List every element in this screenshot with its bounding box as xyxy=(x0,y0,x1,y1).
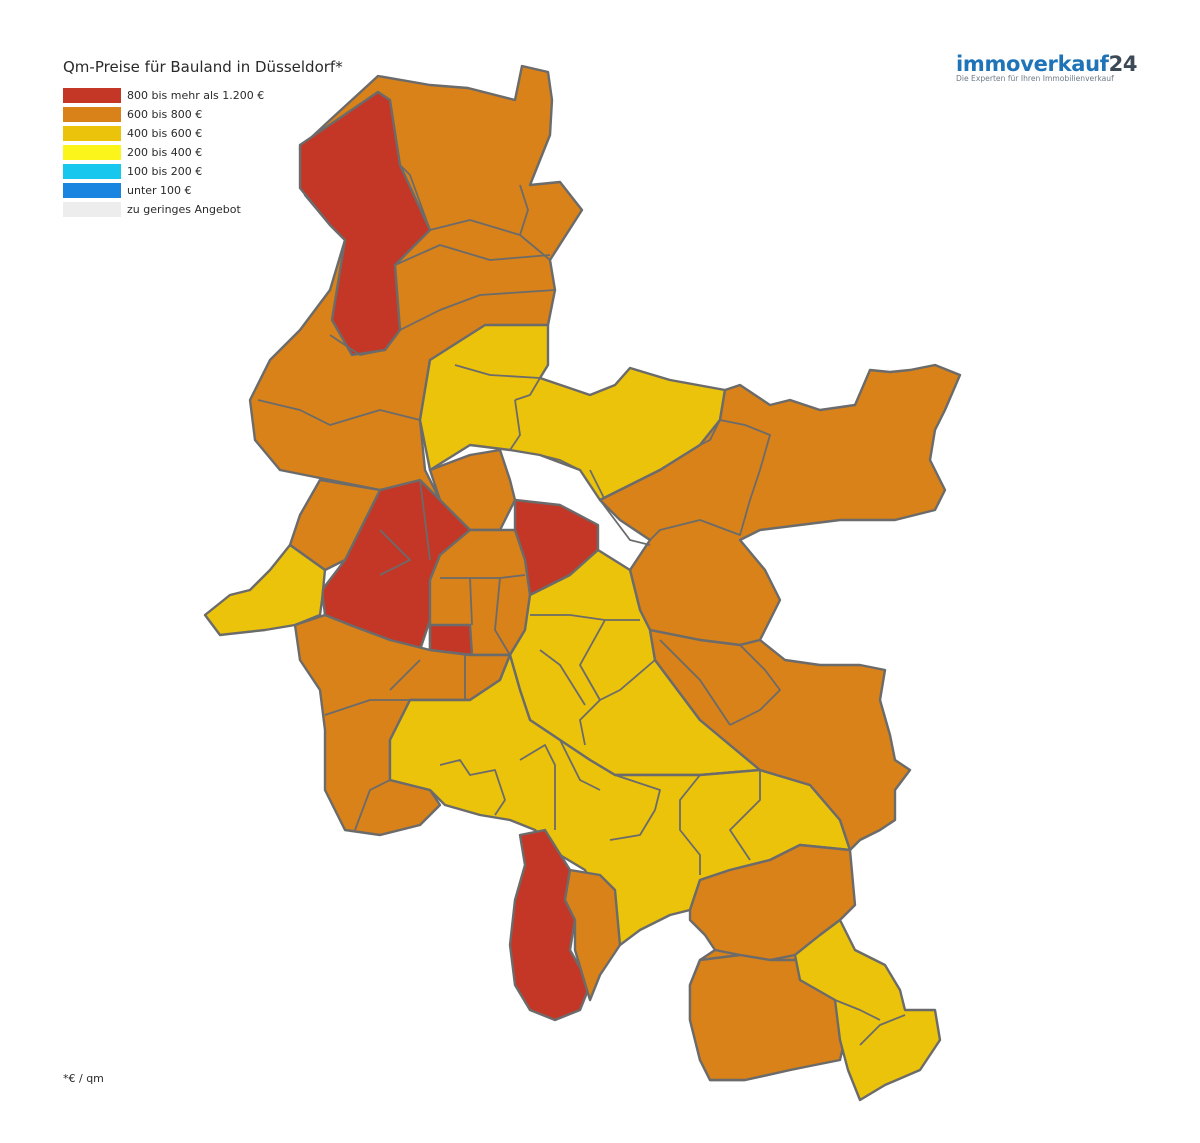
legend-label: 800 bis mehr als 1.200 € xyxy=(127,89,265,102)
map-region-south-orange-1 xyxy=(563,868,622,1002)
legend-swatch xyxy=(63,126,121,141)
legend-swatch xyxy=(63,183,121,198)
logo-number: 24 xyxy=(1108,52,1138,76)
legend-label: unter 100 € xyxy=(127,184,192,197)
legend-label: 400 bis 600 € xyxy=(127,127,203,140)
map-title: Qm-Preise für Bauland in Düsseldorf* xyxy=(63,58,343,76)
map-border-east-central xyxy=(530,614,656,746)
map-border-east-lower xyxy=(659,639,781,726)
legend-item: 100 bis 200 € xyxy=(63,162,264,181)
legend-item: 800 bis mehr als 1.200 € xyxy=(63,86,264,105)
legend-label: 100 bis 200 € xyxy=(127,165,203,178)
legend: 800 bis mehr als 1.200 € 600 bis 800 € 4… xyxy=(63,86,264,219)
map-region-far-south-east-yellow xyxy=(793,918,942,1102)
logo-word: immoverkauf xyxy=(956,52,1109,76)
map-region-south-east-orange-2 xyxy=(688,953,850,1082)
legend-swatch xyxy=(63,202,121,217)
logo-tagline: Die Experten für Ihren Immobilienverkauf xyxy=(956,74,1114,83)
footnote: *€ / qm xyxy=(63,1072,104,1085)
map-border-south-central xyxy=(439,739,761,875)
map-border-north-yellow xyxy=(454,364,606,501)
map-border-far-south-east xyxy=(834,999,906,1046)
legend-swatch xyxy=(63,164,121,179)
legend-label: 200 bis 400 € xyxy=(127,146,203,159)
legend-item: 400 bis 600 € xyxy=(63,124,264,143)
map-region-east-lower-orange xyxy=(648,628,912,852)
legend-item: 200 bis 400 € xyxy=(63,143,264,162)
legend-item: unter 100 € xyxy=(63,181,264,200)
legend-label: 600 bis 800 € xyxy=(127,108,203,121)
legend-swatch xyxy=(63,88,121,103)
map-region-west-orange xyxy=(288,478,382,572)
legend-label: zu geringes Angebot xyxy=(127,203,241,216)
legend-swatch xyxy=(63,145,121,160)
map-border-center xyxy=(379,479,526,656)
map-border-east xyxy=(599,419,771,546)
legend-item: 600 bis 800 € xyxy=(63,105,264,124)
map-region-west-yellow xyxy=(203,543,327,637)
map-border-south-west xyxy=(324,655,466,831)
legend-swatch xyxy=(63,107,121,122)
map-region-east-orange xyxy=(598,363,962,647)
legend-item: zu geringes Angebot xyxy=(63,200,264,219)
logo-wordmark: immoverkauf24 xyxy=(956,52,1138,76)
brand-logo: immoverkauf24 Die Experten für Ihren Imm… xyxy=(956,52,1138,83)
map-border-north xyxy=(257,164,556,426)
